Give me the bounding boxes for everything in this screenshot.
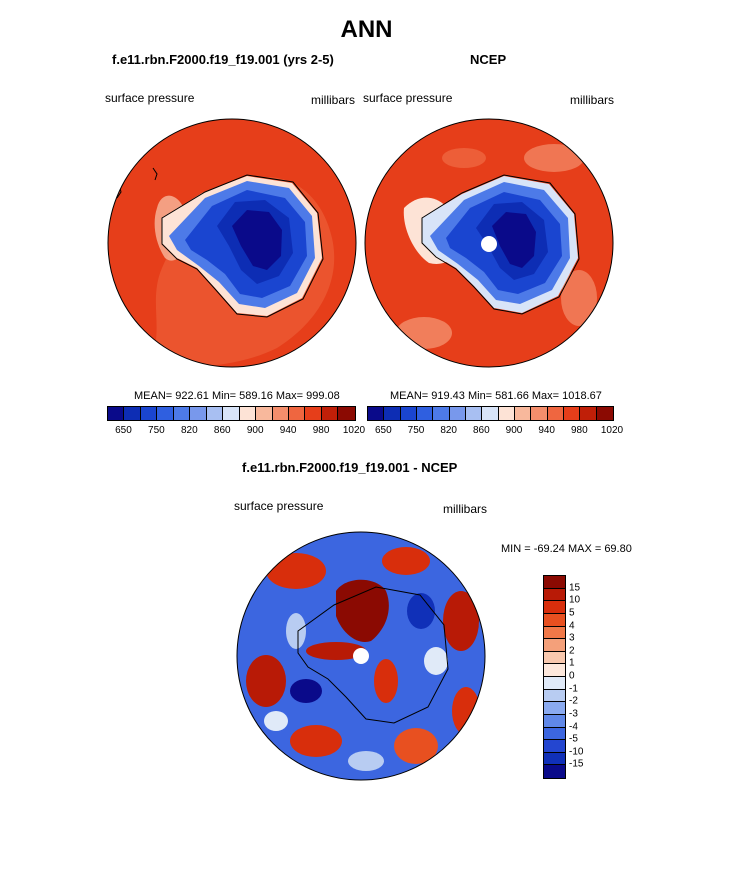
- colorbar-swatch: [544, 765, 565, 778]
- colorbar-swatch: [140, 407, 158, 420]
- colorbar-tick-label: -10: [569, 746, 584, 758]
- colorbar-swatch: [449, 407, 466, 420]
- panel-2-variable-label: surface pressure: [363, 91, 453, 105]
- colorbar-swatch: [272, 407, 289, 420]
- colorbar-tick-label: -3: [569, 708, 578, 720]
- colorbar-panel-1-ticks: 650 750 820 860 900 940 980 1020: [107, 425, 365, 437]
- colorbar-swatch: [544, 677, 565, 690]
- diff-panel-title: f.e11.rbn.F2000.f19_f19.001 - NCEP: [242, 460, 458, 475]
- panel-1-title: f.e11.rbn.F2000.f19_f19.001 (yrs 2-5): [112, 52, 334, 67]
- model-polar-map: [107, 118, 357, 368]
- colorbar-swatch: [206, 407, 224, 420]
- colorbar-swatch: [256, 407, 273, 420]
- colorbar-swatch: [563, 407, 581, 420]
- colorbar-tick-label: 980: [570, 425, 588, 436]
- colorbar-swatch: [108, 407, 125, 420]
- colorbar-panel-1: [107, 406, 356, 421]
- colorbar-swatch: [223, 407, 240, 420]
- panel-1-units-label: millibars: [311, 93, 356, 107]
- colorbar-swatch: [544, 664, 565, 677]
- colorbar-panel-2: [367, 406, 614, 421]
- colorbar-tick-label: 650: [115, 425, 132, 436]
- colorbar-tick-label: 0: [569, 670, 575, 682]
- colorbar-swatch: [321, 407, 339, 420]
- colorbar-swatch: [173, 407, 191, 420]
- colorbar-swatch: [124, 407, 141, 420]
- diff-panel-units-label: millibars: [443, 502, 488, 516]
- colorbar-tick-label: 750: [148, 425, 165, 436]
- colorbar-tick-label: 2: [569, 645, 575, 657]
- colorbar-tick-label: -2: [569, 695, 578, 707]
- colorbar-swatch: [157, 407, 174, 420]
- colorbar-tick-label: -4: [569, 721, 578, 732]
- diff-panel-variable-label: surface pressure: [234, 499, 324, 513]
- colorbar-tick-label: -1: [569, 683, 578, 695]
- colorbar-swatch: [547, 407, 564, 420]
- colorbar-difference: [543, 575, 566, 779]
- colorbar-tick-label: 750: [407, 425, 425, 436]
- colorbar-swatch: [482, 407, 499, 420]
- colorbar-swatch: [544, 576, 565, 589]
- colorbar-swatch: [544, 702, 565, 715]
- colorbar-swatch: [531, 407, 548, 420]
- colorbar-swatch: [544, 689, 565, 703]
- colorbar-swatch: [239, 407, 257, 420]
- colorbar-difference-ticks: 15 10 5 4 3 2 1 0 -1 -2 -3 -4 -5 -10 -15: [569, 575, 599, 777]
- colorbar-swatch: [580, 407, 597, 420]
- colorbar-panel-2-ticks: 650 750 820 860 900 940 980 1020: [367, 425, 623, 437]
- panel-1-variable-label: surface pressure: [105, 91, 195, 105]
- ncep-polar-map: [364, 118, 614, 368]
- difference-polar-map: [236, 531, 486, 781]
- colorbar-swatch: [305, 407, 322, 420]
- colorbar-swatch: [544, 714, 565, 728]
- colorbar-tick-label: 900: [505, 425, 523, 436]
- colorbar-swatch: [465, 407, 483, 420]
- colorbar-swatch: [544, 651, 565, 665]
- panel-1-stats: MEAN= 922.61 Min= 589.16 Max= 999.08: [134, 390, 340, 402]
- colorbar-swatch: [288, 407, 306, 420]
- colorbar-swatch: [544, 601, 565, 614]
- colorbar-swatch: [544, 752, 565, 766]
- colorbar-swatch: [416, 407, 434, 420]
- panel-2-units-label: millibars: [570, 93, 615, 107]
- colorbar-swatch: [544, 588, 565, 602]
- colorbar-tick-label: 1020: [342, 425, 366, 436]
- colorbar-swatch: [514, 407, 532, 420]
- colorbar-swatch: [498, 407, 515, 420]
- colorbar-swatch: [544, 740, 565, 753]
- colorbar-tick-label: 980: [312, 425, 330, 436]
- colorbar-swatch: [338, 407, 355, 420]
- colorbar-tick-label: 4: [569, 620, 575, 631]
- diff-panel-stats: MIN = -69.24 MAX = 69.80: [501, 543, 632, 555]
- colorbar-tick-label: 940: [279, 425, 297, 436]
- colorbar-swatch: [596, 407, 613, 420]
- colorbar-tick-label: 1: [569, 657, 575, 669]
- colorbar-tick-label: -15: [569, 758, 584, 770]
- panel-2-title: NCEP: [470, 52, 507, 67]
- colorbar-swatch: [190, 407, 207, 420]
- colorbar-swatch: [433, 407, 450, 420]
- colorbar-tick-label: 650: [374, 425, 392, 436]
- main-title: ANN: [340, 16, 393, 43]
- colorbar-swatch: [544, 639, 565, 652]
- colorbar-tick-label: 860: [472, 425, 490, 436]
- colorbar-tick-label: 15: [569, 582, 581, 594]
- colorbar-swatch: [544, 727, 565, 741]
- panel-2-stats: MEAN= 919.43 Min= 581.66 Max= 1018.67: [390, 390, 602, 402]
- colorbar-tick-label: 860: [213, 425, 231, 436]
- colorbar-tick-label: 1020: [600, 425, 624, 436]
- colorbar-tick-label: 820: [180, 425, 198, 436]
- colorbar-tick-label: 5: [569, 607, 575, 619]
- colorbar-tick-label: 10: [569, 594, 581, 606]
- colorbar-tick-label: 820: [440, 425, 457, 436]
- colorbar-tick-label: 900: [246, 425, 264, 436]
- colorbar-swatch: [384, 407, 401, 420]
- colorbar-swatch: [544, 626, 565, 640]
- colorbar-tick-label: -5: [569, 733, 578, 745]
- colorbar-tick-label: 940: [538, 425, 555, 436]
- colorbar-tick-label: 3: [569, 632, 575, 644]
- colorbar-swatch: [400, 407, 417, 420]
- colorbar-swatch: [544, 613, 565, 627]
- colorbar-swatch: [368, 407, 385, 420]
